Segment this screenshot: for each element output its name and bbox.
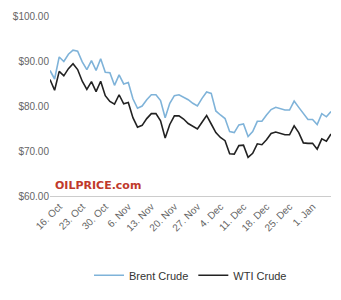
svg-text:6. Nov: 6. Nov <box>105 201 133 229</box>
svg-text:23. Oct: 23. Oct <box>57 201 88 232</box>
svg-text:$100.00: $100.00 <box>13 11 50 22</box>
svg-text:27. Nov: 27. Nov <box>170 201 202 233</box>
svg-text:18. Dec: 18. Dec <box>239 201 271 233</box>
svg-text:$70.00: $70.00 <box>18 146 49 157</box>
svg-text:$90.00: $90.00 <box>18 56 49 67</box>
svg-text:4. Dec: 4. Dec <box>197 201 225 229</box>
svg-text:11. Dec: 11. Dec <box>217 201 249 233</box>
svg-text:WTI Crude: WTI Crude <box>233 270 286 282</box>
svg-text:13. Nov: 13. Nov <box>124 201 156 233</box>
svg-text:OILPRICE.com: OILPRICE.com <box>55 179 141 192</box>
svg-text:$60.00: $60.00 <box>18 191 49 202</box>
svg-text:16. Oct: 16. Oct <box>34 201 65 232</box>
svg-text:Brent Crude: Brent Crude <box>129 270 188 282</box>
svg-text:1. Jan: 1. Jan <box>290 201 317 228</box>
svg-text:25. Dec: 25. Dec <box>262 201 294 233</box>
svg-text:20. Nov: 20. Nov <box>147 201 179 233</box>
svg-text:$80.00: $80.00 <box>18 101 49 112</box>
svg-text:30. Oct: 30. Oct <box>80 201 111 232</box>
